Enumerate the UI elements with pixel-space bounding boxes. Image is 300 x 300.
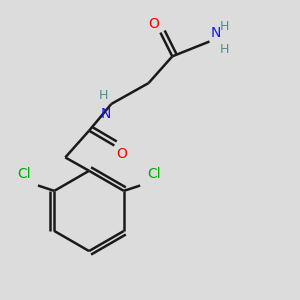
Text: O: O: [148, 17, 159, 31]
Text: H: H: [99, 89, 108, 102]
Text: H: H: [219, 43, 229, 56]
Text: H: H: [219, 20, 229, 33]
Text: Cl: Cl: [148, 167, 161, 181]
Text: O: O: [116, 147, 127, 161]
Text: N: N: [101, 107, 111, 121]
Text: N: N: [211, 26, 221, 40]
Text: Cl: Cl: [17, 167, 31, 181]
